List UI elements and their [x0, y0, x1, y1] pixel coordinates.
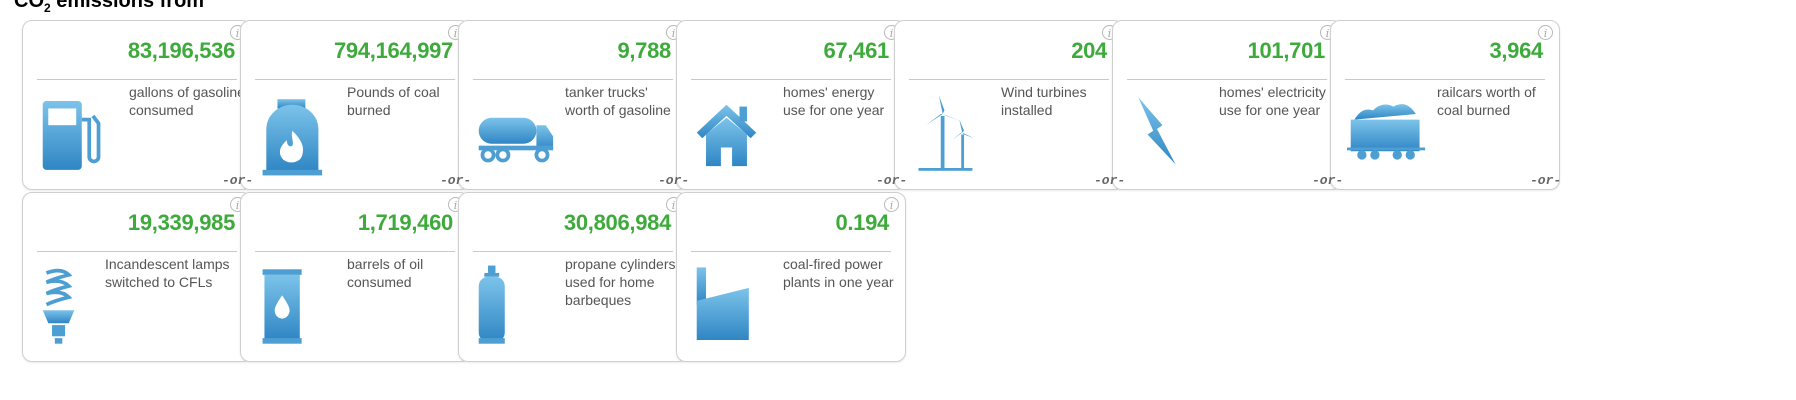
cfl-bulb-icon	[39, 259, 119, 354]
equivalency-value: 67,461	[823, 38, 890, 63]
coal-fire-icon	[257, 87, 337, 182]
equivalency-value: 794,164,997	[333, 38, 453, 63]
equivalency-value: 30,806,984	[563, 210, 671, 235]
propane-cylinder-icon	[475, 259, 555, 354]
equivalency-card: i 101,701 homes' electricity use for one y…	[1112, 20, 1342, 190]
divider	[1345, 79, 1545, 80]
equivalency-label: homes' electricity use for one year	[1219, 84, 1326, 118]
equivalency-value: 204	[1071, 38, 1107, 63]
equivalency-value: 0.194	[835, 210, 889, 235]
equivalency-label: Wind turbines installed	[1001, 84, 1087, 118]
power-plant-icon	[693, 259, 773, 354]
equivalency-card: i 204 Wind turbines installed	[894, 20, 1124, 190]
divider	[37, 79, 237, 80]
equivalency-card: i 3,964 railcars worth of coal burned	[1330, 20, 1560, 190]
divider	[37, 251, 237, 252]
or-separator: -or-	[222, 173, 254, 188]
equivalency-card: i 19,339,985 Incandescent lamps switched t…	[22, 192, 252, 362]
equivalency-card: i 30,806,984 propane cylinders used for ho…	[458, 192, 688, 362]
divider	[473, 251, 673, 252]
equivalency-label: Pounds of coal burned	[347, 84, 440, 118]
gas-pump-icon	[39, 87, 119, 182]
equivalency-value: 3,964	[1489, 38, 1543, 63]
tanker-truck-icon	[475, 87, 555, 182]
equivalency-card: i 67,461 homes' energy use for one year	[676, 20, 906, 190]
equivalency-label: homes' energy use for one year	[783, 84, 885, 118]
equivalency-label: railcars worth of coal burned	[1437, 84, 1536, 118]
equivalency-value: 101,701	[1247, 38, 1326, 63]
equivalency-card: i 1,719,460 barrels of oil consumed	[240, 192, 470, 362]
equivalency-card: i 83,196,536 gallons of gasoline consumed	[22, 20, 252, 190]
lightning-bolt-icon	[1129, 87, 1209, 182]
equivalency-label: gallons of gasoline consumed	[129, 84, 245, 118]
or-separator: -or-	[658, 173, 690, 188]
divider	[1127, 79, 1327, 80]
equivalency-label: barrels of oil consumed	[347, 256, 424, 290]
equivalency-label: coal-fired power plants in one year	[783, 256, 894, 290]
equivalency-card: i 0.194 coal-fired power plants in one yea…	[676, 192, 906, 362]
or-separator: -or-	[1530, 173, 1562, 188]
equivalency-card: i 794,164,997 Pounds of coal burned	[240, 20, 470, 190]
house-icon	[693, 87, 773, 182]
equivalency-label: propane cylinders used for home barbeque…	[565, 256, 676, 308]
equivalency-label: Incandescent lamps switched to CFLs	[105, 256, 230, 290]
equivalency-value: 83,196,536	[127, 38, 235, 63]
oil-barrel-icon	[257, 259, 337, 354]
divider	[255, 79, 455, 80]
or-separator: -or-	[1094, 173, 1126, 188]
or-separator: -or-	[440, 173, 472, 188]
equivalency-card: i 9,788 tanker trucks' worth of gasoline	[458, 20, 688, 190]
or-separator: -or-	[876, 173, 908, 188]
coal-railcar-icon	[1347, 87, 1427, 182]
equivalency-value: 19,339,985	[127, 210, 235, 235]
divider	[255, 251, 455, 252]
equivalency-value: 9,788	[617, 38, 671, 63]
wind-turbine-icon	[911, 87, 991, 182]
divider	[909, 79, 1109, 80]
divider	[691, 251, 891, 252]
divider	[473, 79, 673, 80]
equivalency-value: 1,719,460	[357, 210, 453, 235]
or-separator: -or-	[1312, 173, 1344, 188]
info-icon[interactable]: i	[884, 197, 899, 212]
info-icon[interactable]: i	[1538, 25, 1553, 40]
page-heading: CO2 emissions from	[14, 0, 205, 15]
equivalency-label: tanker trucks' worth of gasoline	[565, 84, 671, 118]
divider	[691, 79, 891, 80]
